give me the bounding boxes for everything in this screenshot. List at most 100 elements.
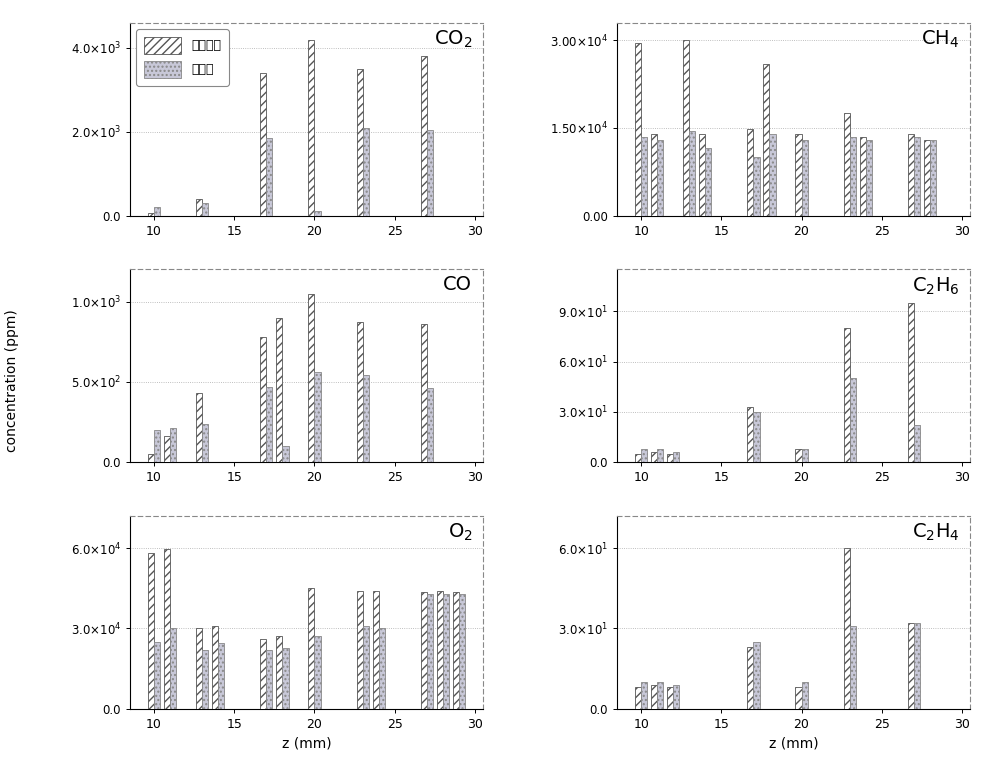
- Bar: [930, 139, 936, 216]
- Bar: [866, 139, 872, 216]
- Bar: [276, 318, 282, 462]
- Bar: [196, 199, 202, 216]
- Bar: [154, 642, 160, 709]
- Text: CO$_2$: CO$_2$: [434, 29, 472, 50]
- Bar: [860, 136, 866, 216]
- Bar: [357, 591, 363, 709]
- Bar: [357, 69, 363, 216]
- Bar: [308, 40, 314, 216]
- Bar: [699, 134, 705, 216]
- Bar: [202, 203, 208, 216]
- Bar: [763, 64, 769, 216]
- Bar: [266, 138, 272, 216]
- Text: CH$_4$: CH$_4$: [921, 29, 959, 50]
- Bar: [421, 592, 427, 709]
- Bar: [437, 591, 443, 709]
- Bar: [635, 43, 641, 216]
- Bar: [379, 629, 385, 709]
- Bar: [667, 453, 673, 462]
- Bar: [218, 643, 224, 709]
- Bar: [641, 136, 647, 216]
- Bar: [196, 629, 202, 709]
- Bar: [914, 136, 920, 216]
- Bar: [850, 626, 856, 709]
- Bar: [164, 549, 170, 709]
- Bar: [427, 130, 433, 216]
- Bar: [196, 393, 202, 462]
- Text: CO: CO: [443, 275, 472, 294]
- Bar: [908, 134, 914, 216]
- Bar: [314, 211, 321, 216]
- Bar: [657, 139, 663, 216]
- Bar: [651, 452, 657, 462]
- Bar: [689, 131, 695, 216]
- Bar: [459, 594, 465, 709]
- Bar: [802, 449, 808, 462]
- Bar: [170, 428, 176, 462]
- Bar: [202, 424, 208, 462]
- Bar: [673, 684, 679, 709]
- Text: concentration (ppm): concentration (ppm): [5, 309, 19, 453]
- Bar: [260, 337, 266, 462]
- Bar: [276, 636, 282, 709]
- Bar: [753, 157, 760, 216]
- Bar: [363, 376, 369, 462]
- Bar: [657, 682, 663, 709]
- Bar: [657, 449, 663, 462]
- Bar: [914, 425, 920, 462]
- Bar: [357, 322, 363, 462]
- Bar: [363, 127, 369, 216]
- Bar: [753, 642, 760, 709]
- Bar: [908, 303, 914, 462]
- Bar: [282, 648, 289, 709]
- Text: C$_2$H$_4$: C$_2$H$_4$: [912, 522, 959, 543]
- Bar: [308, 588, 314, 709]
- Bar: [314, 636, 321, 709]
- Bar: [651, 684, 657, 709]
- Bar: [802, 139, 808, 216]
- Bar: [148, 454, 154, 462]
- Bar: [924, 139, 930, 216]
- Bar: [170, 629, 176, 709]
- Bar: [667, 687, 673, 709]
- Bar: [212, 626, 218, 709]
- Bar: [154, 207, 160, 216]
- Bar: [914, 623, 920, 709]
- Text: O$_2$: O$_2$: [448, 522, 472, 543]
- Bar: [683, 40, 689, 216]
- Bar: [363, 626, 369, 709]
- Bar: [850, 378, 856, 462]
- Bar: [705, 149, 711, 216]
- Bar: [641, 682, 647, 709]
- X-axis label: z (mm): z (mm): [282, 736, 331, 751]
- Bar: [747, 129, 753, 216]
- Bar: [802, 682, 808, 709]
- Bar: [202, 650, 208, 709]
- Bar: [282, 446, 289, 462]
- Bar: [844, 328, 850, 462]
- Bar: [148, 213, 154, 216]
- Bar: [266, 386, 272, 462]
- Bar: [427, 594, 433, 709]
- Bar: [421, 324, 427, 462]
- X-axis label: z (mm): z (mm): [769, 736, 818, 751]
- Text: C$_2$H$_6$: C$_2$H$_6$: [912, 275, 959, 296]
- Bar: [427, 388, 433, 462]
- Bar: [673, 452, 679, 462]
- Bar: [635, 687, 641, 709]
- Bar: [795, 449, 802, 462]
- Bar: [148, 553, 154, 709]
- Bar: [651, 134, 657, 216]
- Bar: [453, 592, 459, 709]
- Bar: [795, 134, 802, 216]
- Bar: [266, 650, 272, 709]
- Bar: [747, 407, 753, 462]
- Bar: [635, 453, 641, 462]
- Bar: [154, 430, 160, 462]
- Bar: [795, 687, 802, 709]
- Bar: [308, 293, 314, 462]
- Bar: [844, 548, 850, 709]
- Bar: [753, 411, 760, 462]
- Bar: [421, 56, 427, 216]
- Bar: [260, 639, 266, 709]
